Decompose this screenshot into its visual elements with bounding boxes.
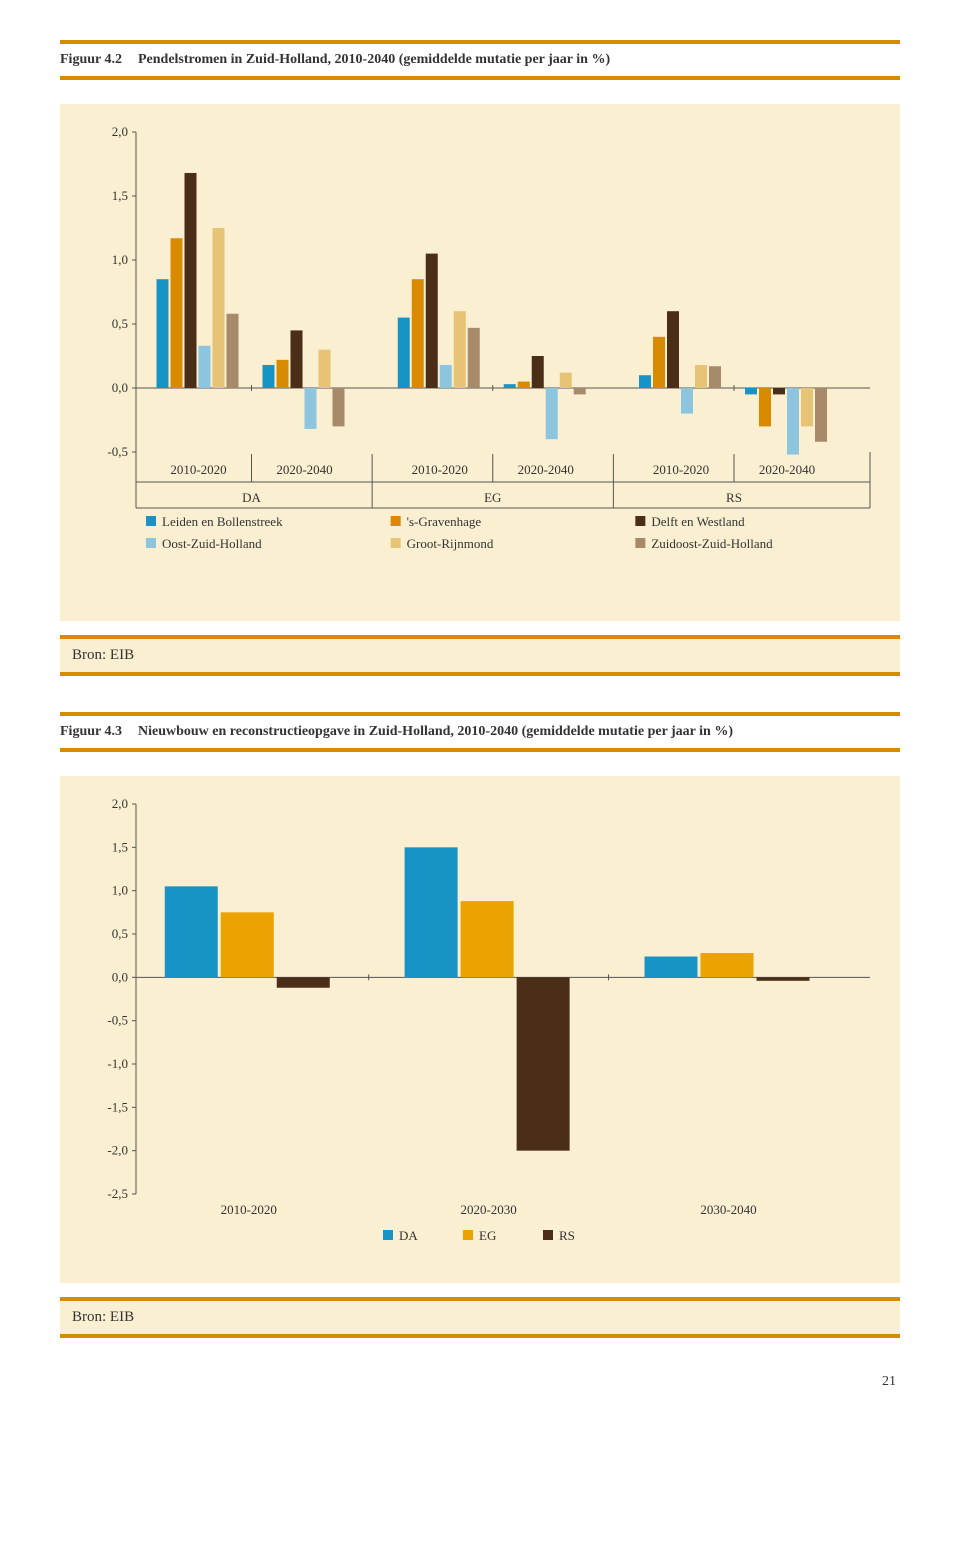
svg-text:0,5: 0,5 (112, 316, 128, 331)
svg-text:2010-2020: 2010-2020 (221, 1202, 277, 1217)
svg-text:Groot-Rijnmond: Groot-Rijnmond (407, 536, 494, 551)
svg-text:Zuidoost-Zuid-Holland: Zuidoost-Zuid-Holland (651, 536, 773, 551)
svg-text:-0,5: -0,5 (107, 1013, 128, 1028)
svg-text:Delft en Westland: Delft en Westland (651, 514, 745, 529)
svg-text:2010-2020: 2010-2020 (170, 462, 226, 477)
svg-text:2010-2020: 2010-2020 (653, 462, 709, 477)
svg-text:DA: DA (399, 1228, 418, 1243)
svg-text:'s-Gravenhage: 's-Gravenhage (407, 514, 482, 529)
figure-4-3-header: Figuur 4.3 Nieuwbouw en reconstructieopg… (60, 712, 900, 752)
svg-text:0,0: 0,0 (112, 969, 128, 984)
svg-text:EG: EG (479, 1228, 496, 1243)
svg-text:2030-2040: 2030-2040 (700, 1202, 756, 1217)
svg-text:-2,0: -2,0 (107, 1143, 128, 1158)
svg-text:1,0: 1,0 (112, 252, 128, 267)
svg-text:Leiden en Bollenstreek: Leiden en Bollenstreek (162, 514, 283, 529)
svg-text:1,5: 1,5 (112, 188, 128, 203)
figure-4-2-header: Figuur 4.2 Pendelstromen in Zuid-Holland… (60, 40, 900, 80)
svg-text:-2,5: -2,5 (107, 1186, 128, 1201)
figure-4-2-title: Pendelstromen in Zuid-Holland, 2010-2040… (138, 52, 610, 68)
figure-4-2-number: Figuur 4.2 (60, 52, 122, 68)
svg-text:2020-2040: 2020-2040 (276, 462, 332, 477)
svg-text:2,0: 2,0 (112, 796, 128, 811)
svg-text:2020-2040: 2020-2040 (759, 462, 815, 477)
figure-4-2-chart: -0,5 0,0 0,5 1,0 1,5 2,0 2010-2020 2020-2040 201… (60, 104, 900, 621)
svg-text:RS: RS (726, 490, 742, 505)
svg-text:1,5: 1,5 (112, 839, 128, 854)
svg-text:2020-2030: 2020-2030 (460, 1202, 516, 1217)
figure-4-3-source: Bron: EIB (60, 1297, 900, 1338)
svg-text:-1,5: -1,5 (107, 1099, 128, 1114)
figure-4-3-title: Nieuwbouw en reconstructieopgave in Zuid… (138, 724, 733, 740)
svg-text:-1,0: -1,0 (107, 1056, 128, 1071)
svg-text:1,0: 1,0 (112, 883, 128, 898)
svg-text:RS: RS (559, 1228, 575, 1243)
svg-text:2020-2040: 2020-2040 (518, 462, 574, 477)
svg-text:2010-2020: 2010-2020 (412, 462, 468, 477)
figure-4-2-source: Bron: EIB (60, 635, 900, 676)
figure-4-2-svg: -0,5 0,0 0,5 1,0 1,5 2,0 2010-2020 2020-2040 201… (80, 122, 880, 602)
svg-text:2,0: 2,0 (112, 124, 128, 139)
svg-text:0,0: 0,0 (112, 380, 128, 395)
svg-text:DA: DA (242, 490, 261, 505)
figure-4-3-chart: -2,5 -2,0 -1,5 -1,0 -0,5 0,0 0,5 1,0 1,5 2,0 2010-… (60, 776, 900, 1283)
page-number: 21 (60, 1374, 900, 1390)
svg-text:0,5: 0,5 (112, 926, 128, 941)
figure-4-3-number: Figuur 4.3 (60, 724, 122, 740)
svg-text:-0,5: -0,5 (107, 444, 128, 459)
figure-4-3-svg: -2,5 -2,0 -1,5 -1,0 -0,5 0,0 0,5 1,0 1,5 2,0 2010-… (80, 794, 880, 1264)
svg-text:EG: EG (484, 490, 501, 505)
svg-text:Oost-Zuid-Holland: Oost-Zuid-Holland (162, 536, 262, 551)
